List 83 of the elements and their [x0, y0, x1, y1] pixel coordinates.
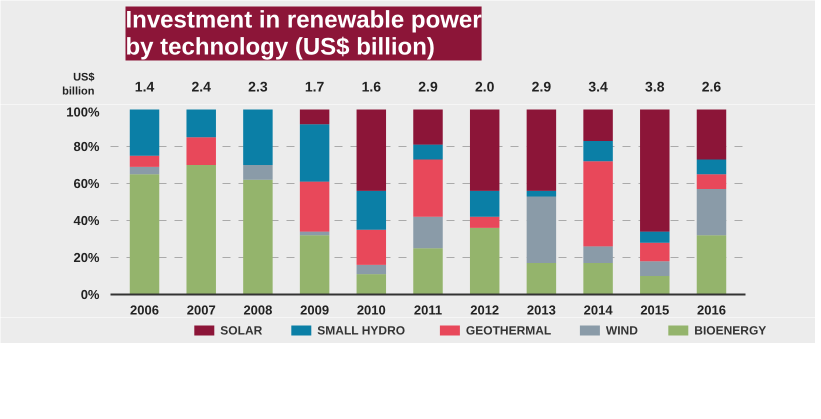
bar [640, 232, 670, 243]
legend-label: SMALL HYDRO [317, 324, 406, 338]
bar [413, 144, 443, 160]
bar [696, 174, 726, 190]
bar [470, 190, 500, 217]
bar [243, 110, 273, 165]
text: US$ billion [62, 71, 95, 98]
bar [526, 190, 556, 196]
bar [583, 263, 613, 294]
bar [470, 110, 500, 191]
bar [130, 174, 160, 294]
text: 1.4 [134, 78, 154, 94]
bar [186, 110, 216, 138]
bar [526, 110, 556, 191]
bar [526, 263, 556, 294]
text: 1.7 [304, 78, 325, 94]
bar [300, 232, 330, 236]
x-tick-label: 2006 [130, 302, 159, 318]
bar [640, 110, 670, 232]
bar [583, 246, 613, 264]
y-tick-label: 40% [73, 213, 100, 228]
y-tick-label: 60% [73, 176, 100, 191]
bar [243, 180, 273, 294]
text: 2.9 [418, 78, 438, 94]
bar [300, 124, 330, 182]
y-tick-label: 80% [73, 139, 100, 154]
bar [640, 242, 670, 262]
bar [356, 190, 386, 230]
chart-title: Investment in renewable power by technology (US$ billion) [126, 6, 482, 60]
bar [696, 189, 726, 236]
x-tick-label: 2015 [640, 302, 670, 318]
bar [696, 235, 726, 294]
bar [640, 276, 670, 294]
y-tick-label: 100% [66, 104, 100, 120]
bar [413, 110, 443, 145]
bar [696, 110, 726, 160]
bar [583, 161, 613, 246]
bar [640, 261, 670, 276]
x-tick-label: 2011 [414, 302, 442, 318]
y-tick-label: 20% [73, 250, 100, 265]
text: 2.4 [191, 78, 212, 94]
legend-label: WIND [606, 324, 638, 338]
bar [413, 216, 443, 248]
y-tick-label: 0% [80, 287, 100, 302]
legend-label: GEOTHERMAL [466, 324, 552, 338]
bar [356, 274, 386, 294]
bar [583, 140, 613, 162]
bar [300, 110, 330, 124]
x-tick-label: 2012 [470, 302, 500, 318]
bar [186, 137, 216, 165]
bar [243, 165, 273, 180]
bar [526, 196, 556, 264]
bar [413, 248, 443, 294]
bar [300, 182, 330, 232]
legend-label: SOLAR [220, 324, 263, 338]
text: 2.6 [702, 78, 722, 94]
bar [583, 110, 613, 141]
bar [470, 216, 500, 228]
bar [413, 159, 443, 217]
text: 3.8 [645, 78, 665, 94]
bar [130, 166, 160, 174]
bar [696, 159, 726, 174]
bar [130, 110, 160, 156]
x-tick-label: 2013 [526, 302, 556, 318]
bar [356, 110, 386, 191]
bar [356, 264, 386, 274]
bar [300, 235, 330, 294]
x-tick-label: 2014 [584, 302, 614, 318]
legend-label: BIOENERGY [694, 324, 766, 338]
x-tick-label: 2016 [697, 302, 726, 318]
text: 1.6 [362, 78, 382, 94]
text: 3.4 [588, 78, 608, 94]
text: 2.3 [248, 78, 268, 94]
x-tick-label: 2007 [186, 302, 216, 318]
bar [470, 228, 500, 294]
x-tick-label: 2009 [300, 302, 330, 318]
x-tick-label: 2010 [356, 302, 386, 318]
text: 2.0 [474, 78, 495, 94]
bar [186, 165, 216, 294]
bar [130, 156, 160, 167]
bar [356, 230, 386, 265]
x-tick-label: 2008 [243, 302, 272, 318]
text: 2.9 [532, 78, 552, 94]
